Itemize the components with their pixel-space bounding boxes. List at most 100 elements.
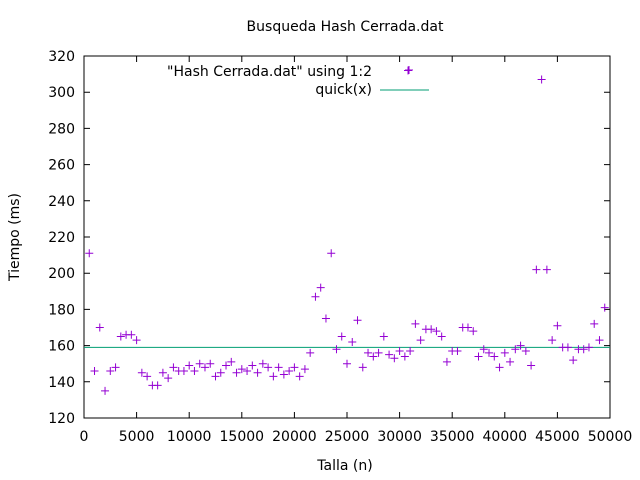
data-point	[164, 374, 173, 383]
data-point	[500, 348, 509, 357]
data-point	[127, 330, 136, 339]
x-axis-label: Talla (n)	[316, 458, 372, 474]
data-point	[143, 372, 152, 381]
y-tick-label: 140	[48, 375, 75, 391]
y-axis-label: Tiempo (ms)	[7, 193, 23, 282]
x-tick-label: 25000	[325, 429, 370, 445]
data-point	[453, 347, 462, 356]
data-point	[269, 372, 278, 381]
data-point	[474, 352, 483, 361]
data-point	[85, 249, 94, 258]
x-tick-label: 20000	[272, 429, 317, 445]
data-point	[364, 348, 373, 357]
data-point	[584, 343, 593, 352]
legend-label-fit: quick(x)	[315, 82, 372, 98]
data-point	[406, 347, 415, 356]
y-tick-label: 300	[48, 85, 75, 101]
data-point	[348, 337, 357, 346]
data-point	[374, 348, 383, 357]
x-tick-label: 10000	[167, 429, 212, 445]
data-point	[385, 350, 394, 359]
y-tick-label: 160	[48, 339, 75, 355]
data-point	[595, 336, 604, 345]
data-point	[358, 363, 367, 372]
data-point	[563, 343, 572, 352]
data-point	[116, 332, 125, 341]
x-tick-label: 5000	[119, 429, 155, 445]
data-point	[600, 303, 609, 312]
data-point	[237, 365, 246, 374]
data-point	[427, 325, 436, 334]
data-point	[463, 323, 472, 332]
data-point	[469, 327, 478, 336]
data-point	[274, 363, 283, 372]
data-point	[106, 366, 115, 375]
y-tick-label: 180	[48, 302, 75, 318]
data-point	[137, 368, 146, 377]
axis-ticks: 120 140 160 180 200 220 240 260 280 300 320 0 5000 10…	[48, 49, 632, 445]
x-tick-label: 15000	[220, 429, 265, 445]
y-tick-label: 260	[48, 158, 75, 174]
y-tick-label: 320	[48, 49, 75, 65]
data-point	[437, 332, 446, 341]
legend-label-data: "Hash Cerrada.dat" using 1:2	[167, 64, 372, 80]
y-tick-label: 280	[48, 121, 75, 137]
x-tick-label: 40000	[483, 429, 528, 445]
data-point	[253, 368, 262, 377]
data-point	[258, 359, 267, 368]
data-point	[311, 292, 320, 301]
data-point	[490, 352, 499, 361]
data-point	[442, 357, 451, 366]
data-point	[332, 345, 341, 354]
y-tick-label: 220	[48, 230, 75, 246]
data-point	[532, 265, 541, 274]
data-point	[479, 345, 488, 354]
legend: "Hash Cerrada.dat" using 1:2 quick(x)	[167, 64, 429, 98]
data-point	[411, 319, 420, 328]
data-point	[200, 363, 209, 372]
data-point	[285, 366, 294, 375]
data-point	[216, 368, 225, 377]
data-point	[179, 366, 188, 375]
data-point	[243, 366, 252, 375]
data-point	[537, 75, 546, 84]
data-point	[211, 372, 220, 381]
y-tick-label: 200	[48, 266, 75, 282]
data-point	[343, 359, 351, 368]
data-point	[390, 354, 399, 363]
data-point	[337, 332, 346, 341]
data-point	[300, 365, 309, 374]
data-point	[227, 357, 236, 366]
data-point	[353, 316, 362, 325]
x-tick-label: 35000	[430, 429, 475, 445]
data-point	[379, 332, 388, 341]
data-point	[495, 363, 504, 372]
data-point	[90, 366, 99, 375]
y-tick-label: 240	[48, 194, 75, 210]
data-point	[316, 283, 325, 292]
data-point	[185, 361, 194, 370]
data-point	[306, 348, 315, 357]
data-point	[195, 359, 204, 368]
data-point	[222, 361, 231, 370]
data-point	[232, 368, 241, 377]
data-point	[153, 381, 162, 390]
data-point	[369, 352, 378, 361]
data-point	[569, 356, 578, 365]
data-point	[321, 314, 330, 323]
data-point	[95, 323, 104, 332]
data-point	[553, 321, 562, 330]
data-point	[395, 347, 404, 356]
data-point	[101, 386, 110, 395]
data-marks	[84, 66, 610, 395]
data-point	[169, 363, 178, 372]
data-point	[158, 368, 167, 377]
data-point	[248, 361, 257, 370]
x-tick-label: 30000	[377, 429, 422, 445]
data-point	[190, 366, 199, 375]
data-point	[264, 363, 273, 372]
data-point	[506, 357, 515, 366]
data-point	[521, 347, 530, 356]
data-point	[327, 249, 336, 258]
data-point	[132, 336, 141, 345]
